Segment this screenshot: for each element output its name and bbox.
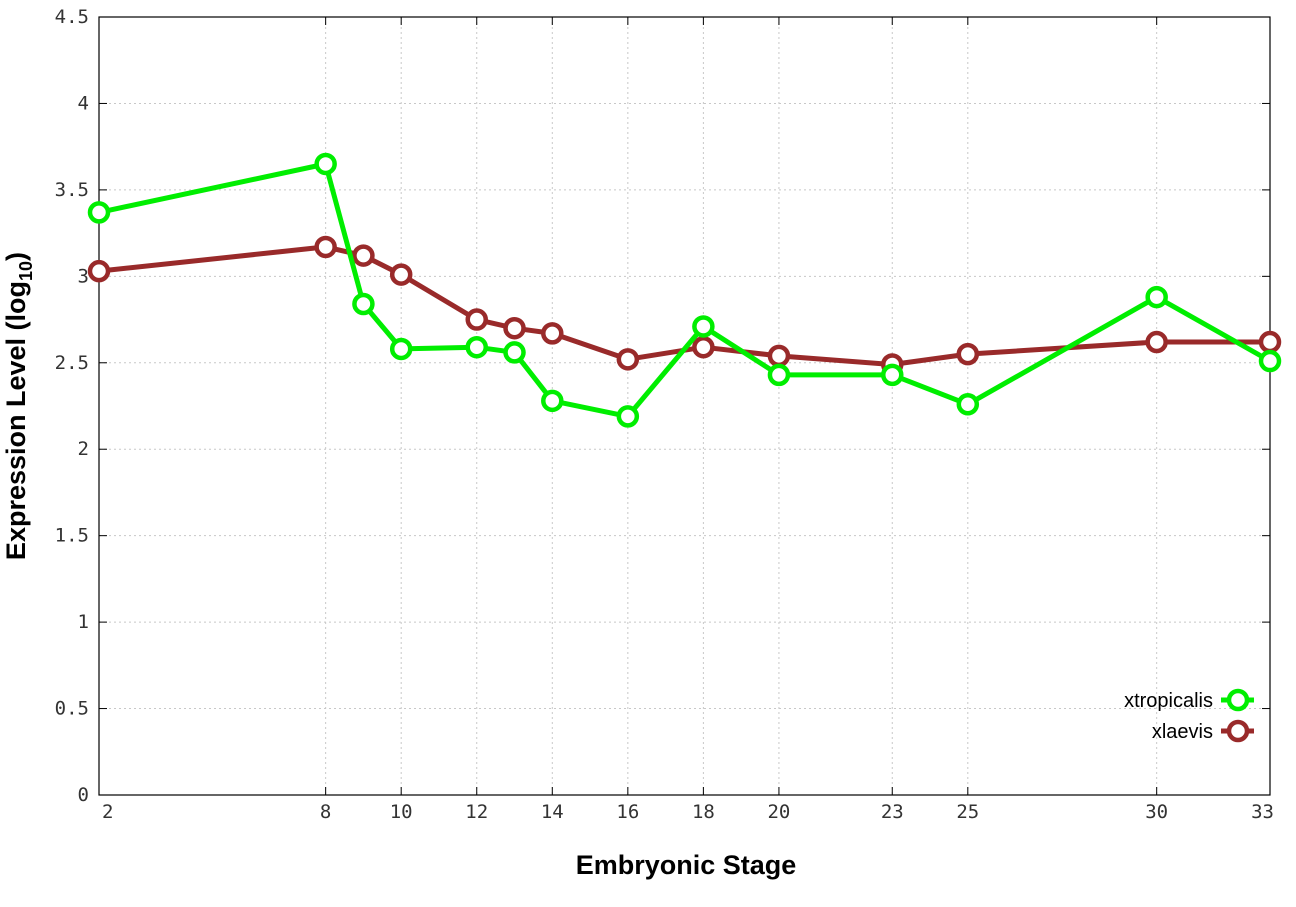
y-tick-label: 4.5 <box>55 6 89 28</box>
grid-lines <box>99 17 1270 795</box>
data-point-xtropicalis <box>389 337 413 361</box>
data-point-xlaevis <box>767 344 791 368</box>
x-tick-label: 2 <box>102 801 113 823</box>
data-point-xtropicalis <box>465 335 488 359</box>
data-point-xtropicalis <box>503 341 526 364</box>
y-tick-label: 4 <box>78 92 89 114</box>
y-tick-label: 0.5 <box>55 698 89 720</box>
data-point-xtropicalis <box>956 393 980 416</box>
x-tick-label: 20 <box>767 801 790 823</box>
x-tick-label: 16 <box>616 801 639 823</box>
data-point-xtropicalis <box>314 152 337 176</box>
data-point-xtropicalis <box>616 405 640 428</box>
data-point-xtropicalis <box>541 389 564 413</box>
y-tick-label: 1.5 <box>55 525 89 547</box>
data-point-xlaevis <box>87 259 111 283</box>
plot-frame <box>98 16 1271 796</box>
series-xtropicalis <box>87 152 1282 428</box>
x-tick-label: 33 <box>1251 801 1274 823</box>
legend-marker-xlaevis <box>1226 719 1250 743</box>
x-tick-label: 8 <box>320 801 331 823</box>
y-tick-label: 2.5 <box>55 352 89 374</box>
data-point-xtropicalis <box>87 201 111 224</box>
x-tick-label: 23 <box>881 801 904 823</box>
data-point-xlaevis <box>692 335 715 359</box>
data-point-xlaevis <box>1145 330 1168 354</box>
y-axis-title-main: Expression Level (log <box>1 281 31 560</box>
data-point-xlaevis <box>541 322 564 345</box>
data-point-xlaevis <box>503 316 526 340</box>
data-point-xlaevis <box>616 348 640 371</box>
y-axis-title-close: ) <box>1 252 31 261</box>
y-tick-label: 0 <box>78 784 89 806</box>
y-axis-title-subscript: 10 <box>16 261 36 281</box>
y-tick-label: 1 <box>78 611 89 633</box>
series-xlaevis <box>87 235 1282 376</box>
legend-label-xtropicalis: xtropicalis <box>1124 690 1213 712</box>
y-tick-label: 3 <box>78 265 89 287</box>
x-tick-label: 14 <box>541 801 564 823</box>
x-tick-label: 10 <box>390 801 413 823</box>
data-point-xlaevis <box>465 308 488 331</box>
x-tick-label: 30 <box>1145 801 1168 823</box>
data-point-xtropicalis <box>692 315 715 338</box>
data-point-xlaevis <box>314 235 337 259</box>
legend: xtropicalis xlaevis <box>1124 688 1254 743</box>
x-axis-title: Embryonic Stage <box>576 850 797 880</box>
data-point-xlaevis <box>1258 330 1282 354</box>
data-point-xlaevis <box>352 244 375 267</box>
data-point-xlaevis <box>956 342 980 366</box>
data-point-xlaevis <box>389 263 413 286</box>
x-tick-label: 18 <box>692 801 715 823</box>
series-line-xtropicalis <box>98 161 1272 419</box>
data-point-xtropicalis <box>881 363 904 387</box>
y-axis-title: Expression Level (log10) <box>1 252 36 560</box>
data-point-xtropicalis <box>1258 349 1282 373</box>
data-point-xtropicalis <box>767 363 791 387</box>
y-tick-label: 3.5 <box>55 179 89 201</box>
data-point-xtropicalis <box>352 292 375 316</box>
data-point-xtropicalis <box>1145 285 1168 309</box>
legend-label-xlaevis: xlaevis <box>1152 721 1213 743</box>
legend-marker-xtropicalis <box>1226 688 1250 712</box>
x-tick-label: 25 <box>956 801 979 823</box>
x-tick-label: 12 <box>465 801 488 823</box>
y-tick-label: 2 <box>78 438 89 460</box>
data-series <box>87 152 1282 428</box>
axis-ticks: 0 0.5 1 1.5 2 2.5 3 3.5 4 4.5 2 8 10 12 14 16 18 20 23 25 30… <box>55 6 1274 823</box>
